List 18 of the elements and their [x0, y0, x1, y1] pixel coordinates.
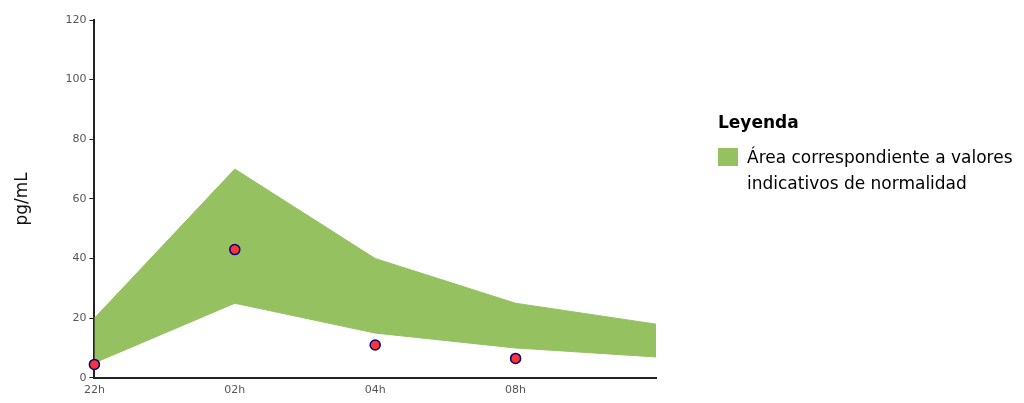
y-tick-label: 100: [65, 72, 87, 86]
legend-label: Área correspondiente a valores indicativos de normalidad: [747, 145, 1014, 195]
x-tick-label: 04h: [364, 383, 386, 397]
point: [229, 243, 241, 256]
x-tick-label: 02h: [224, 383, 246, 397]
y-axis-title: pg/mL: [10, 171, 31, 226]
y-tick-label: 20: [72, 311, 87, 325]
y-tick-label: 60: [72, 191, 87, 205]
y-tick-label: 40: [72, 251, 87, 265]
x-tick-label: 22h: [83, 383, 105, 397]
x-tick-label: 08h: [505, 383, 527, 397]
y-tick-label: 80: [72, 132, 87, 146]
legend-title: Leyenda: [718, 112, 800, 132]
point: [509, 352, 522, 365]
point: [369, 339, 381, 351]
y-tick-label: 120: [65, 12, 87, 26]
y-tick-label: 0: [79, 370, 87, 384]
point: [88, 358, 101, 371]
